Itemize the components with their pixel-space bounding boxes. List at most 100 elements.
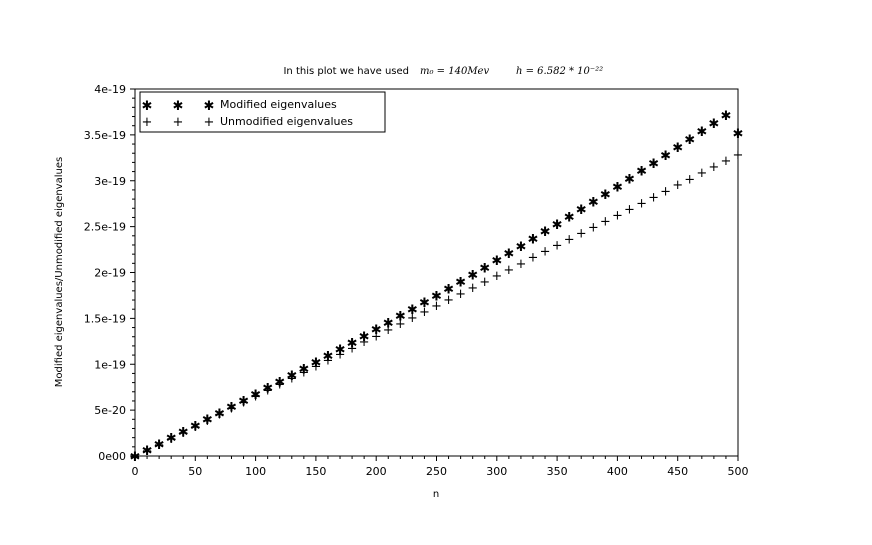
- modified-point: ✱: [503, 247, 514, 262]
- modified-point: ✱: [684, 133, 695, 148]
- x-tick-label: 250: [426, 465, 447, 478]
- y-tick-label: 5e-20: [94, 404, 126, 417]
- modified-point: ✱: [262, 382, 273, 397]
- modified-point: ✱: [515, 240, 526, 255]
- legend-box: [139, 91, 386, 133]
- modified-point: ✱: [467, 268, 478, 283]
- unmodified-point: +: [600, 214, 611, 229]
- x-tick-label: 150: [305, 465, 326, 478]
- unmodified-point: +: [515, 257, 526, 272]
- unmodified-point: +: [443, 293, 454, 308]
- unmodified-point: +: [262, 384, 273, 399]
- unmodified-point: +: [491, 269, 502, 284]
- modified-point: ✱: [323, 350, 334, 365]
- y-tick-label: 2.5e-19: [84, 221, 126, 234]
- modified-point: ✱: [636, 165, 647, 180]
- unmodified-point: +: [419, 305, 430, 320]
- y-tick-label: 3.5e-19: [84, 129, 126, 142]
- y-tick-label: 3e-19: [94, 175, 126, 188]
- unmodified-point: +: [371, 329, 382, 344]
- modified-point: ✱: [214, 407, 225, 422]
- unmodified-point: +: [455, 287, 466, 302]
- modified-point: ✱: [335, 343, 346, 358]
- modified-point: ✱: [455, 275, 466, 290]
- unmodified-point: +: [528, 251, 539, 266]
- unmodified-point: +: [154, 438, 165, 453]
- unmodified-point: +: [238, 396, 249, 411]
- unmodified-point: +: [624, 202, 635, 217]
- unmodified-point: +: [733, 148, 744, 163]
- modified-point: ✱: [733, 127, 744, 142]
- legend-marker-star: ✱: [173, 99, 184, 114]
- modified-point: ✱: [672, 141, 683, 156]
- unmodified-point: +: [684, 172, 695, 187]
- x-tick-label: 100: [245, 465, 266, 478]
- unmodified-point: +: [310, 359, 321, 374]
- modified-point: ✱: [371, 323, 382, 338]
- legend-label-unmodified: Unmodified eigenvalues: [220, 115, 353, 128]
- unmodified-point: +: [696, 166, 707, 181]
- modified-point: ✱: [648, 157, 659, 172]
- legend-label-modified: Modified eigenvalues: [220, 98, 337, 111]
- legend: ✱ ✱ ✱ Modified eigenvalues + + + Unmodif…: [139, 91, 386, 133]
- axis-ticks: 0 50 100 150 200 250 300 350 400 450 500 0e00 5e-20 1…: [84, 83, 749, 478]
- legend-marker-plus: +: [142, 115, 153, 130]
- modified-point: ✱: [407, 303, 418, 318]
- modified-point: ✱: [130, 450, 141, 465]
- legend-marker-plus: +: [173, 115, 184, 130]
- unmodified-point: +: [286, 371, 297, 386]
- modified-point: ✱: [347, 336, 358, 351]
- modified-point: ✱: [166, 432, 177, 447]
- x-tick-label: 300: [486, 465, 507, 478]
- unmodified-point: +: [540, 245, 551, 260]
- legend-marker-plus: +: [204, 115, 215, 130]
- unmodified-point: +: [576, 227, 587, 242]
- legend-marker-star: ✱: [204, 99, 215, 114]
- modified-point: ✱: [250, 388, 261, 403]
- modified-point: ✱: [660, 149, 671, 164]
- modified-point: ✱: [696, 125, 707, 140]
- modified-point: ✱: [274, 375, 285, 390]
- y-tick-label: 0e00: [98, 450, 126, 463]
- unmodified-point: +: [588, 221, 599, 236]
- unmodified-point: +: [335, 347, 346, 362]
- modified-point: ✱: [419, 296, 430, 311]
- unmodified-point: +: [552, 239, 563, 254]
- modified-point: ✱: [491, 254, 502, 269]
- unmodified-point: +: [142, 444, 153, 459]
- unmodified-point: +: [347, 341, 358, 356]
- modified-point: ✱: [720, 109, 731, 124]
- data-markers: ✱ ✱ ✱ ✱ ✱ ✱ ✱ ✱ ✱ ✱ ✱ ✱ ✱ ✱ ✱ ✱ ✱ ✱ ✱ ✱ ✱ ✱ ✱ ✱ ✱ ✱ ✱ ✱ ✱ ✱ ✱ ✱ ✱ ✱ ✱ ✱ ✱ ✱✱✱…: [130, 109, 744, 465]
- unmodified-point: +: [383, 323, 394, 338]
- modified-point: ✱: [600, 188, 611, 203]
- modified-point: ✱: [238, 394, 249, 409]
- unmodified-point: +: [274, 378, 285, 393]
- x-tick-label: 200: [366, 465, 387, 478]
- modified-point: ✱: [298, 363, 309, 378]
- chart-title-text: In this plot we have used: [283, 66, 409, 77]
- x-axis-label: n: [433, 489, 439, 500]
- chart-title-mass: m₀ = 140Mev: [420, 66, 489, 77]
- unmodified-point: +: [190, 420, 201, 435]
- y-tick-label: 2e-19: [94, 267, 126, 280]
- modified-point: ✱: [154, 438, 165, 453]
- unmodified-point: +: [467, 281, 478, 296]
- unmodified-point: +: [479, 275, 490, 290]
- unmodified-point: +: [636, 196, 647, 211]
- modified-point: ✱: [528, 233, 539, 248]
- unmodified-point: +: [672, 178, 683, 193]
- y-tick-label: 4e-19: [94, 83, 126, 96]
- unmodified-point: +: [166, 432, 177, 447]
- modified-point: ✱: [383, 316, 394, 331]
- unmodified-point: +: [178, 426, 189, 441]
- unmodified-point: +: [214, 408, 225, 423]
- modified-point: ✱: [612, 180, 623, 195]
- x-tick-label: 0: [132, 465, 139, 478]
- y-tick-label: 1.5e-19: [84, 312, 126, 325]
- modified-point: ✱: [540, 225, 551, 240]
- modified-point: ✱: [552, 218, 563, 233]
- modified-point: ✱: [178, 426, 189, 441]
- unmodified-point: +: [395, 317, 406, 332]
- modified-point: ✱: [202, 413, 213, 428]
